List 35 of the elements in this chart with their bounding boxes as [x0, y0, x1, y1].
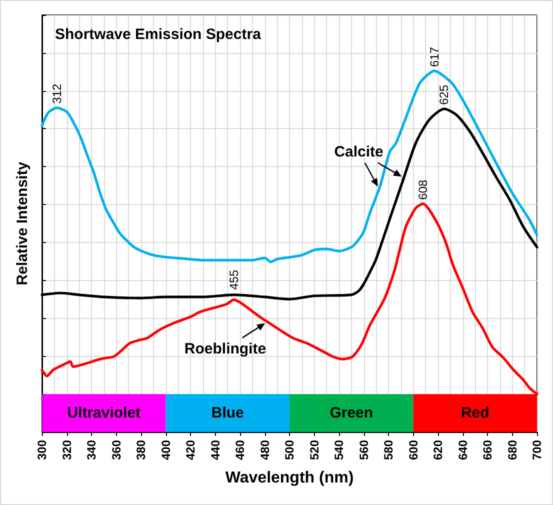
y-axis-title: Relative Intensity [14, 161, 31, 286]
x-tick-label: 640 [456, 440, 470, 460]
x-axis-title: Wavelength (nm) [225, 470, 354, 486]
x-tick-label: 700 [530, 440, 544, 460]
x-tick-label: 540 [332, 440, 346, 460]
x-tick-label: 420 [184, 440, 198, 460]
annotation: 617 [427, 46, 442, 67]
x-tick-label: 480 [258, 440, 272, 460]
x-tick-label: 600 [406, 440, 420, 460]
annotation: 625 [437, 84, 452, 105]
x-tick-label: 500 [282, 440, 296, 460]
x-tick-label: 340 [84, 440, 98, 460]
series-label: Calcite [334, 143, 384, 160]
x-tick-label: 320 [60, 440, 74, 460]
chart-title: Shortwave Emission Spectra [55, 26, 262, 43]
x-tick-label: 580 [382, 440, 396, 460]
x-tick-label: 520 [307, 440, 322, 460]
band-label: Ultraviolet [67, 404, 141, 422]
x-tick-label: 460 [233, 440, 247, 460]
x-tick-label: 380 [134, 440, 148, 460]
annotation: 455 [226, 269, 241, 290]
x-tick-label: 360 [109, 440, 124, 460]
x-tick-label: 560 [356, 440, 371, 460]
x-tick-label: 440 [208, 440, 222, 460]
x-tick-label: 660 [480, 440, 494, 460]
x-tick-label: 620 [431, 440, 445, 460]
x-tick-label: 680 [505, 440, 520, 460]
band-label: Green [330, 404, 374, 422]
annotation: 608 [416, 179, 430, 200]
band-label: Red [460, 404, 490, 422]
annotation: 312 [50, 83, 64, 104]
x-tick-label: 300 [35, 440, 49, 460]
annotation: Roeblingite [184, 340, 266, 358]
x-tick-label: 400 [158, 440, 173, 460]
band-label: Blue [211, 404, 244, 422]
